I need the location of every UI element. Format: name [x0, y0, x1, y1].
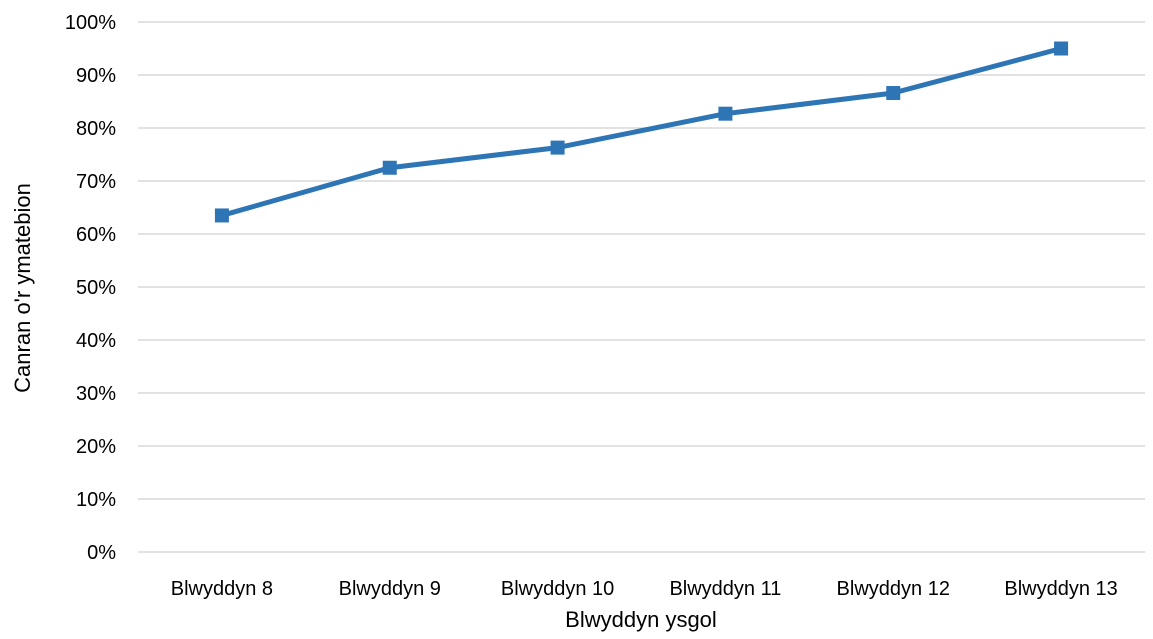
x-tick-label: Blwyddyn 12: [837, 578, 950, 600]
data-point-marker: [886, 86, 901, 101]
x-axis-title: Blwyddyn ysgol: [565, 607, 717, 632]
y-axis-title: Canran o'r ymatebion: [10, 183, 35, 393]
y-tick-label: 30%: [76, 383, 116, 405]
y-tick-label: 20%: [76, 436, 116, 458]
y-tick-label: 40%: [76, 330, 116, 352]
y-tick-label: 50%: [76, 277, 116, 299]
x-tick-label: Blwyddyn 11: [669, 578, 781, 600]
x-tick-label: Blwyddyn 8: [171, 578, 273, 600]
x-axis-tick-labels: Blwyddyn 8 Blwyddyn 9 Blwyddyn 10 Blwyddyn …: [171, 578, 1118, 600]
gridlines: [138, 21, 1145, 553]
y-axis-tick-labels: 0% 10% 20% 30% 40% 50% 60% 70% 80% 90% 100%: [65, 12, 116, 564]
series-line: [219, 46, 1064, 218]
data-point-marker: [550, 140, 565, 155]
x-tick-label: Blwyddyn 10: [501, 578, 614, 600]
data-point-marker: [1054, 41, 1069, 56]
x-tick-label: Blwyddyn 13: [1004, 578, 1117, 600]
data-point-marker: [718, 106, 733, 121]
y-tick-label: 70%: [76, 171, 116, 193]
y-tick-label: 0%: [87, 542, 116, 564]
y-tick-label: 10%: [76, 489, 116, 511]
x-tick-label: Blwyddyn 9: [339, 578, 441, 600]
series: [214, 41, 1069, 223]
y-tick-label: 60%: [76, 224, 116, 246]
y-tick-label: 80%: [76, 118, 116, 140]
data-point-marker: [214, 208, 229, 223]
y-tick-label: 100%: [65, 12, 116, 34]
y-tick-label: 90%: [76, 65, 116, 87]
data-point-marker: [382, 160, 397, 175]
